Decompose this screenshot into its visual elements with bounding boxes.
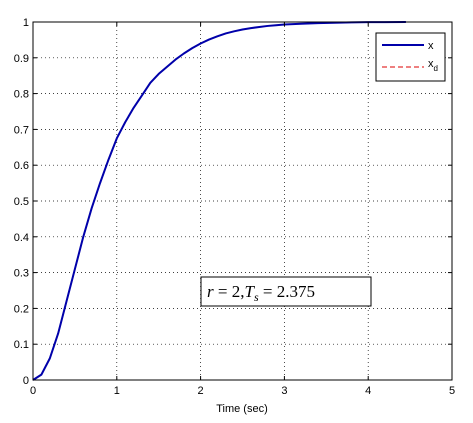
y-tick-label: 0.1	[14, 339, 29, 351]
y-tick-label: 0	[23, 375, 29, 387]
x-tick-label: 2	[198, 385, 204, 397]
x-tick-label: 4	[365, 385, 371, 397]
y-tick-label: 0.7	[14, 124, 29, 136]
annotation-text: r = 2,Ts = 2.375	[207, 282, 315, 304]
series-line-x	[32, 21, 406, 381]
y-tick-label: 0.5	[14, 196, 29, 208]
x-tick-label: 1	[114, 385, 120, 397]
x-tick-label: 3	[281, 385, 287, 397]
x-axis-label: Time (sec)	[216, 403, 268, 415]
annotation: r = 2,Ts = 2.375	[200, 276, 372, 307]
annotation-box	[200, 276, 372, 307]
legend-box	[375, 32, 446, 82]
y-tick-label: 0.8	[14, 89, 29, 101]
axis-ticks	[32, 21, 453, 381]
x-tick-label: 5	[449, 385, 455, 397]
legend-label-xd-sub: d	[434, 64, 438, 73]
y-tick-label: 0.6	[14, 160, 29, 172]
y-tick-label: 0.4	[14, 232, 29, 244]
y-tick-label: 0.3	[14, 268, 29, 280]
plot-area	[33, 22, 452, 380]
legend-label-xd-main: x	[428, 58, 434, 70]
annotation-r: r	[207, 282, 214, 301]
series-layer	[32, 21, 406, 381]
y-tick-labels: 0 0.1 0.2 0.3 0.4 0.5 0.6 0.7 0.8 0.9 1	[14, 17, 29, 387]
legend-label-xd: xd	[428, 58, 438, 73]
annotation-val2: 2.375	[277, 282, 315, 301]
x-tick-labels: 0 1 2 3 4 5	[30, 385, 455, 397]
annotation-eq1: =	[214, 282, 232, 301]
y-tick-label: 1	[23, 17, 29, 29]
legend: x xd	[375, 32, 446, 82]
legend-label-x: x	[428, 40, 434, 52]
x-tick-label: 0	[30, 385, 36, 397]
y-tick-label: 0.9	[14, 53, 29, 65]
annotation-val1: 2	[232, 282, 241, 301]
y-tick-label: 0.2	[14, 303, 29, 315]
annotation-ts-sub: s	[254, 290, 259, 304]
annotation-sep: ,	[240, 282, 244, 301]
annotation-eq2: =	[259, 282, 277, 301]
annotation-ts: T	[244, 282, 255, 301]
